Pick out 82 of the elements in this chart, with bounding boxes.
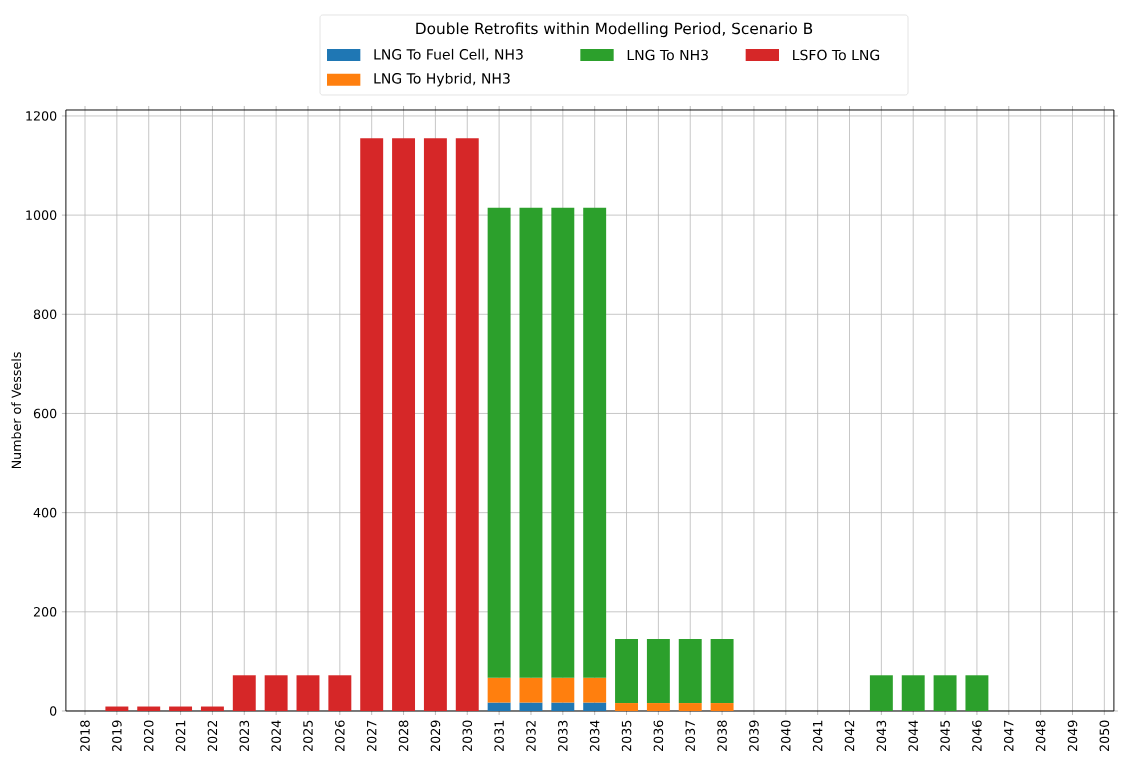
bar [264, 675, 288, 711]
bar [519, 702, 543, 711]
legend-label: LNG To Hybrid, NH3 [374, 72, 510, 87]
bar [710, 703, 734, 711]
bar [392, 138, 416, 711]
y-tick-label: 800 [33, 309, 57, 320]
bar [678, 703, 702, 711]
x-tick-label: 2029 [430, 720, 441, 752]
x-tick-label: 2034 [589, 720, 600, 752]
bar [901, 675, 925, 711]
bar [519, 207, 543, 678]
y-tick-label: 0 [49, 706, 57, 716]
bar [583, 677, 607, 703]
x-tick-label: 2021 [175, 720, 186, 752]
x-tick-label: 2036 [653, 720, 664, 752]
x-tick-label: 2040 [781, 720, 791, 752]
x-tick-label: 2050 [1099, 720, 1110, 752]
bar [200, 706, 224, 711]
x-tick-label: 2030 [462, 720, 473, 752]
bar [328, 675, 352, 711]
bar [487, 677, 511, 703]
legend-label: LNG To NH3 [627, 49, 708, 61]
x-tick-label: 2037 [685, 720, 696, 752]
bar [232, 675, 256, 711]
bar [710, 639, 734, 704]
bar [615, 639, 638, 704]
legend-title: Double Retrofits within Modelling Period, Scenario B [416, 22, 813, 38]
x-tick-label: 2028 [398, 720, 409, 752]
x-tick-label: 2026 [335, 720, 345, 752]
x-tick-label: 2023 [239, 720, 250, 752]
bar [583, 702, 607, 711]
x-tick-label: 2022 [207, 720, 218, 752]
x-tick-label: 2049 [1067, 720, 1078, 752]
y-tick-label: 1200 [26, 111, 57, 121]
x-tick-label: 2018 [80, 720, 90, 752]
bar [296, 675, 320, 711]
bar [551, 702, 575, 711]
x-tick-label: 2038 [717, 720, 727, 752]
bar [869, 675, 893, 711]
bar [551, 677, 575, 703]
bar [423, 138, 447, 711]
x-tick-label: 2024 [271, 720, 281, 752]
x-tick-label: 2033 [558, 720, 568, 752]
x-tick-label: 2048 [1035, 720, 1046, 752]
x-tick-label: 2031 [494, 720, 504, 752]
bar [519, 677, 543, 703]
x-tick-label: 2027 [366, 720, 377, 752]
x-tick-label: 2019 [112, 720, 122, 752]
bar [678, 639, 702, 704]
x-tick-label: 2044 [908, 720, 919, 752]
legend-label: LNG To Fuel Cell, NH3 [374, 48, 523, 62]
y-tick-label: 1000 [26, 210, 57, 220]
x-tick-label: 2043 [876, 720, 887, 752]
bar [105, 706, 129, 711]
bar [455, 138, 479, 711]
bar [551, 207, 575, 678]
x-tick-label: 2020 [143, 720, 154, 752]
x-tick-label: 2045 [940, 720, 950, 752]
bar [583, 207, 607, 678]
bar [487, 702, 511, 711]
bar [615, 703, 638, 711]
y-tick-label: 400 [33, 507, 57, 518]
x-tick-label: 2041 [812, 720, 823, 752]
bar [360, 138, 384, 711]
y-axis-title: Number of Vessels [11, 352, 22, 469]
bar [965, 675, 989, 711]
legend-label: LSFO To LNG [793, 49, 880, 61]
x-tick-label: 2032 [526, 720, 536, 752]
x-tick-label: 2042 [844, 720, 855, 752]
bar [646, 639, 670, 704]
bar [169, 706, 193, 711]
bar [487, 207, 511, 678]
y-tick-label: 200 [33, 607, 57, 617]
x-tick-label: 2035 [621, 720, 632, 752]
x-tick-label: 2047 [1003, 720, 1014, 752]
bar [933, 675, 957, 711]
x-tick-label: 2025 [303, 720, 313, 752]
y-tick-label: 600 [33, 408, 57, 419]
bar [646, 703, 670, 711]
x-tick-label: 2039 [749, 720, 759, 752]
x-tick-label: 2046 [972, 720, 982, 752]
bar [137, 706, 161, 711]
